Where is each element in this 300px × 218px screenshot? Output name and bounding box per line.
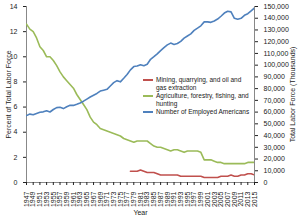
svg-text:1999: 1999: [197, 191, 205, 208]
svg-text:14: 14: [10, 3, 18, 10]
svg-text:1967: 1967: [89, 191, 97, 208]
svg-text:2001: 2001: [203, 191, 211, 208]
svg-text:1953: 1953: [42, 191, 50, 208]
svg-text:1961: 1961: [69, 191, 77, 208]
svg-text:2007: 2007: [223, 191, 231, 208]
svg-text:1997: 1997: [190, 191, 198, 208]
svg-text:1983: 1983: [143, 191, 151, 208]
svg-text:1991: 1991: [170, 191, 178, 208]
svg-text:6: 6: [14, 103, 18, 110]
svg-text:2009: 2009: [230, 191, 238, 208]
svg-text:30,000: 30,000: [264, 144, 286, 151]
html-text:Number of Employed Americans: Number of Employed Americans: [156, 108, 250, 116]
svg-text:1973: 1973: [109, 191, 117, 208]
svg-text:1957: 1957: [56, 191, 64, 208]
svg-text:110,000: 110,000: [264, 50, 289, 57]
svg-text:2003: 2003: [210, 191, 218, 208]
svg-text:1989: 1989: [163, 191, 171, 208]
svg-text:90,000: 90,000: [264, 73, 286, 80]
svg-text:1949: 1949: [29, 191, 37, 208]
svg-text:1995: 1995: [183, 191, 191, 208]
svg-text:80,000: 80,000: [264, 85, 286, 92]
svg-text:150,000: 150,000: [264, 3, 289, 10]
svg-text:2015: 2015: [251, 191, 258, 207]
svg-text:1951: 1951: [36, 191, 44, 208]
svg-text:1959: 1959: [63, 191, 70, 208]
svg-text:1947: 1947: [22, 191, 30, 208]
svg-text:20,000: 20,000: [264, 155, 286, 162]
svg-text:1955: 1955: [49, 191, 57, 208]
svg-text:2: 2: [14, 154, 18, 161]
svg-text:130,000: 130,000: [264, 26, 289, 33]
svg-text:12: 12: [10, 28, 18, 35]
svg-text:100,000: 100,000: [264, 61, 289, 68]
svg-text:2013: 2013: [244, 191, 251, 208]
svg-text:0: 0: [14, 179, 18, 186]
svg-text:1981: 1981: [136, 191, 144, 208]
svg-text:10,000: 10,000: [264, 167, 286, 174]
svg-text:0: 0: [264, 179, 268, 186]
svg-text:8: 8: [14, 78, 18, 85]
html-text:Agriculture, forestry, fishing: Agriculture, forestry, fishing, and hunt…: [156, 92, 249, 107]
svg-text:1993: 1993: [177, 191, 184, 208]
html-text:Mining, quarrying, and oil and: Mining, quarrying, and oil and gas extra…: [156, 76, 242, 91]
svg-text:4: 4: [14, 128, 18, 135]
svg-text:1987: 1987: [156, 191, 164, 208]
svg-text:10: 10: [9, 53, 18, 60]
svg-text:70,000: 70,000: [264, 97, 286, 104]
svg-text:1969: 1969: [96, 191, 104, 208]
svg-text:1977: 1977: [123, 191, 131, 208]
svg-text:1979: 1979: [130, 191, 137, 208]
svg-text:2011: 2011: [237, 191, 245, 207]
svg-text:1975: 1975: [116, 191, 124, 208]
svg-text:1965: 1965: [83, 191, 91, 208]
svg-text:Percent of Total Labor Force: Percent of Total Labor Force: [5, 50, 12, 138]
svg-text:1963: 1963: [76, 191, 84, 208]
svg-text:140,000: 140,000: [264, 14, 289, 21]
svg-text:120,000: 120,000: [264, 38, 289, 45]
svg-text:50,000: 50,000: [264, 120, 286, 127]
svg-text:40,000: 40,000: [264, 132, 286, 139]
svg-text:1985: 1985: [150, 191, 158, 208]
svg-text:2005: 2005: [217, 191, 225, 208]
svg-text:Total Labor Force (Thousands): Total Labor Force (Thousands): [289, 47, 297, 143]
svg-text:60,000: 60,000: [264, 108, 286, 115]
svg-text:Year: Year: [133, 209, 148, 216]
svg-text:1971: 1971: [103, 191, 111, 208]
